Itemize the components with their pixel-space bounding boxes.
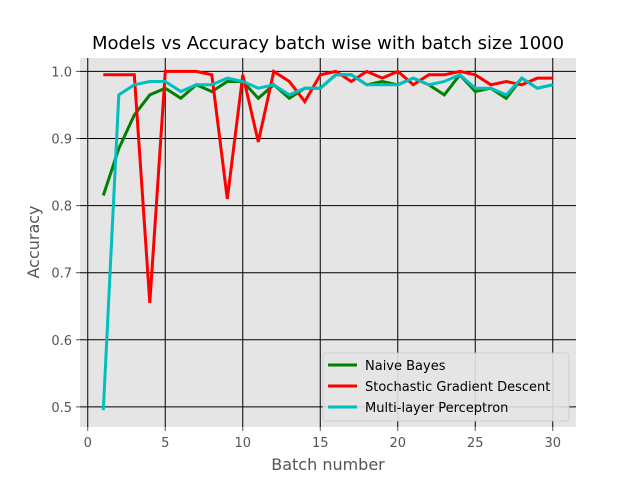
x-tick-label: 0	[84, 436, 92, 451]
y-tick-label: 0.9	[51, 133, 72, 148]
y-tick-label: 1.0	[51, 65, 72, 80]
series-line-multi-layer-perceptron	[101, 73, 554, 411]
y-tick-label: 0.8	[51, 200, 72, 215]
x-axis-title: Batch number	[271, 455, 385, 474]
chart-title: Models vs Accuracy batch wise with batch…	[92, 33, 564, 54]
x-tick-label: 30	[544, 436, 561, 451]
x-axis-ticks: 0 5 10 15 20 25 30	[84, 427, 561, 451]
y-tick-label: 0.6	[51, 334, 72, 349]
series-lines	[101, 68, 554, 411]
x-tick-label: 10	[234, 436, 251, 451]
x-tick-label: 20	[389, 436, 406, 451]
legend-label-naive-bayes: Naive Bayes	[365, 359, 446, 374]
x-tick-label: 5	[161, 436, 169, 451]
series-line-stochastic-gradient-descent	[103, 68, 553, 304]
legend: Naive Bayes Stochastic Gradient Descent Mu…	[322, 352, 570, 422]
legend-box	[322, 352, 570, 422]
x-tick-label: 25	[467, 436, 484, 451]
y-axis-title: Accuracy	[24, 205, 43, 278]
y-tick-label: 0.7	[51, 267, 72, 282]
y-axis-ticks: 0.5 0.6 0.7 0.8 0.9 1.0	[51, 65, 80, 416]
y-tick-label: 0.5	[51, 401, 72, 416]
legend-label-stochastic-gradient-descent: Stochastic Gradient Descent	[365, 380, 550, 395]
legend-label-multi-layer-perceptron: Multi-layer Perceptron	[365, 401, 508, 416]
x-tick-label: 15	[312, 436, 329, 451]
